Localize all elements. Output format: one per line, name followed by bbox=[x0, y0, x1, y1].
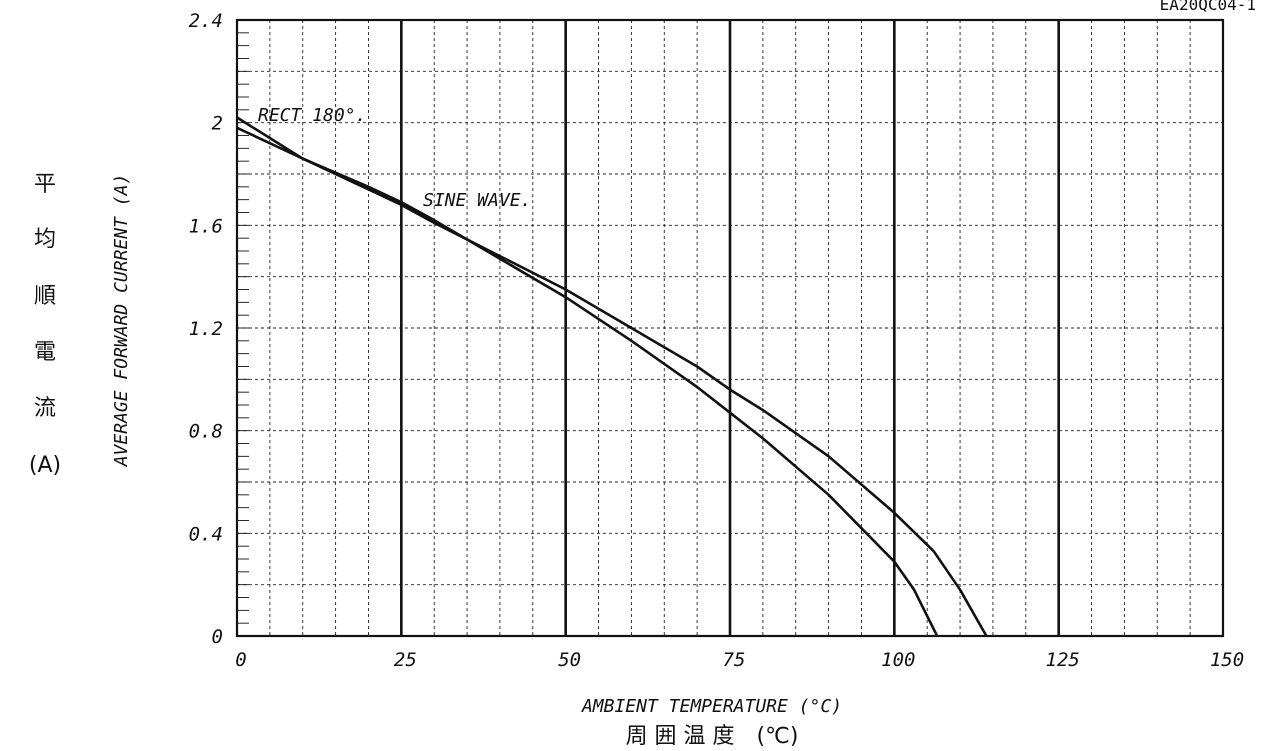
series-line-sine-wave bbox=[236, 126, 939, 637]
x-tick-label: 50 bbox=[558, 649, 581, 671]
series-line-rect-180 bbox=[236, 116, 988, 637]
y-axis-label-jp-char: (A) bbox=[29, 453, 61, 478]
y-tick-label: 2 bbox=[212, 113, 223, 135]
y-tick-label: 0.4 bbox=[189, 523, 223, 545]
y-tick-labels: 0 0.4 0.8 1.2 1.6 2 2.4 bbox=[189, 10, 223, 648]
y-tick-label: 2.4 bbox=[189, 10, 223, 32]
series-lines bbox=[236, 116, 988, 637]
document-code: EA20QC04-1 bbox=[1160, 0, 1256, 14]
x-tick-label: 25 bbox=[394, 649, 417, 671]
x-tick-label: 0 bbox=[235, 649, 246, 671]
x-axis-label-jp: 周 囲 温 度 (℃) bbox=[626, 724, 799, 749]
y-tick-label: 1.2 bbox=[189, 318, 223, 340]
y-axis-label-jp-char: 順 bbox=[34, 284, 56, 309]
y-axis-label-jp: 平 均 順 電 流 (A) bbox=[29, 172, 61, 478]
y-axis-label-jp-char: 流 bbox=[34, 396, 56, 421]
y-tick-label: 1.6 bbox=[189, 215, 223, 237]
x-tick-label: 150 bbox=[1210, 649, 1244, 671]
x-tick-label: 125 bbox=[1046, 649, 1080, 671]
x-tick-label: 100 bbox=[881, 649, 915, 671]
y-axis-label-jp-char: 均 bbox=[34, 227, 56, 252]
x-tick-label: 75 bbox=[723, 649, 746, 671]
series-label-rect: RECT 180°. bbox=[258, 105, 366, 126]
y-axis-label-jp-char: 電 bbox=[34, 340, 56, 365]
y-axis-label-jp-char: 平 bbox=[34, 172, 56, 197]
grid-major bbox=[237, 19, 1060, 636]
y-axis-label: AVERAGE FORWARD CURRENT (A) bbox=[111, 174, 132, 468]
x-axis-label: AMBIENT TEMPERATURE (°C) bbox=[581, 696, 842, 717]
y-tick-label: 0.8 bbox=[189, 421, 223, 443]
plot-frame bbox=[235, 18, 1225, 638]
x-tick-labels: 0 25 50 75 100 125 150 bbox=[235, 649, 1244, 671]
series-label-sine: SINE WAVE. bbox=[423, 190, 531, 211]
y-tick-label: 0 bbox=[212, 626, 223, 648]
